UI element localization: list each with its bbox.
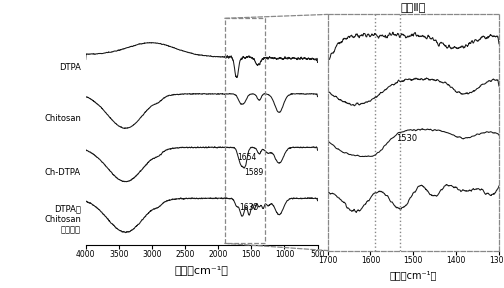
X-axis label: 波数（cm⁻¹）: 波数（cm⁻¹）	[175, 265, 228, 275]
Bar	[225, 18, 265, 243]
Text: 1589: 1589	[244, 168, 264, 177]
Text: 1635: 1635	[239, 203, 259, 212]
Title: 酰胺Ⅱ带: 酰胺Ⅱ带	[401, 2, 426, 12]
Text: DTPA与
Chitosan
物理混合: DTPA与 Chitosan 物理混合	[44, 204, 81, 234]
X-axis label: 波数（cm⁻¹）: 波数（cm⁻¹）	[390, 271, 437, 281]
Text: Chitosan: Chitosan	[44, 114, 81, 123]
Text: 1530: 1530	[397, 134, 418, 143]
Text: Ch-DTPA: Ch-DTPA	[45, 168, 81, 177]
Text: 1654: 1654	[237, 153, 257, 162]
Text: DTPA: DTPA	[59, 63, 81, 72]
